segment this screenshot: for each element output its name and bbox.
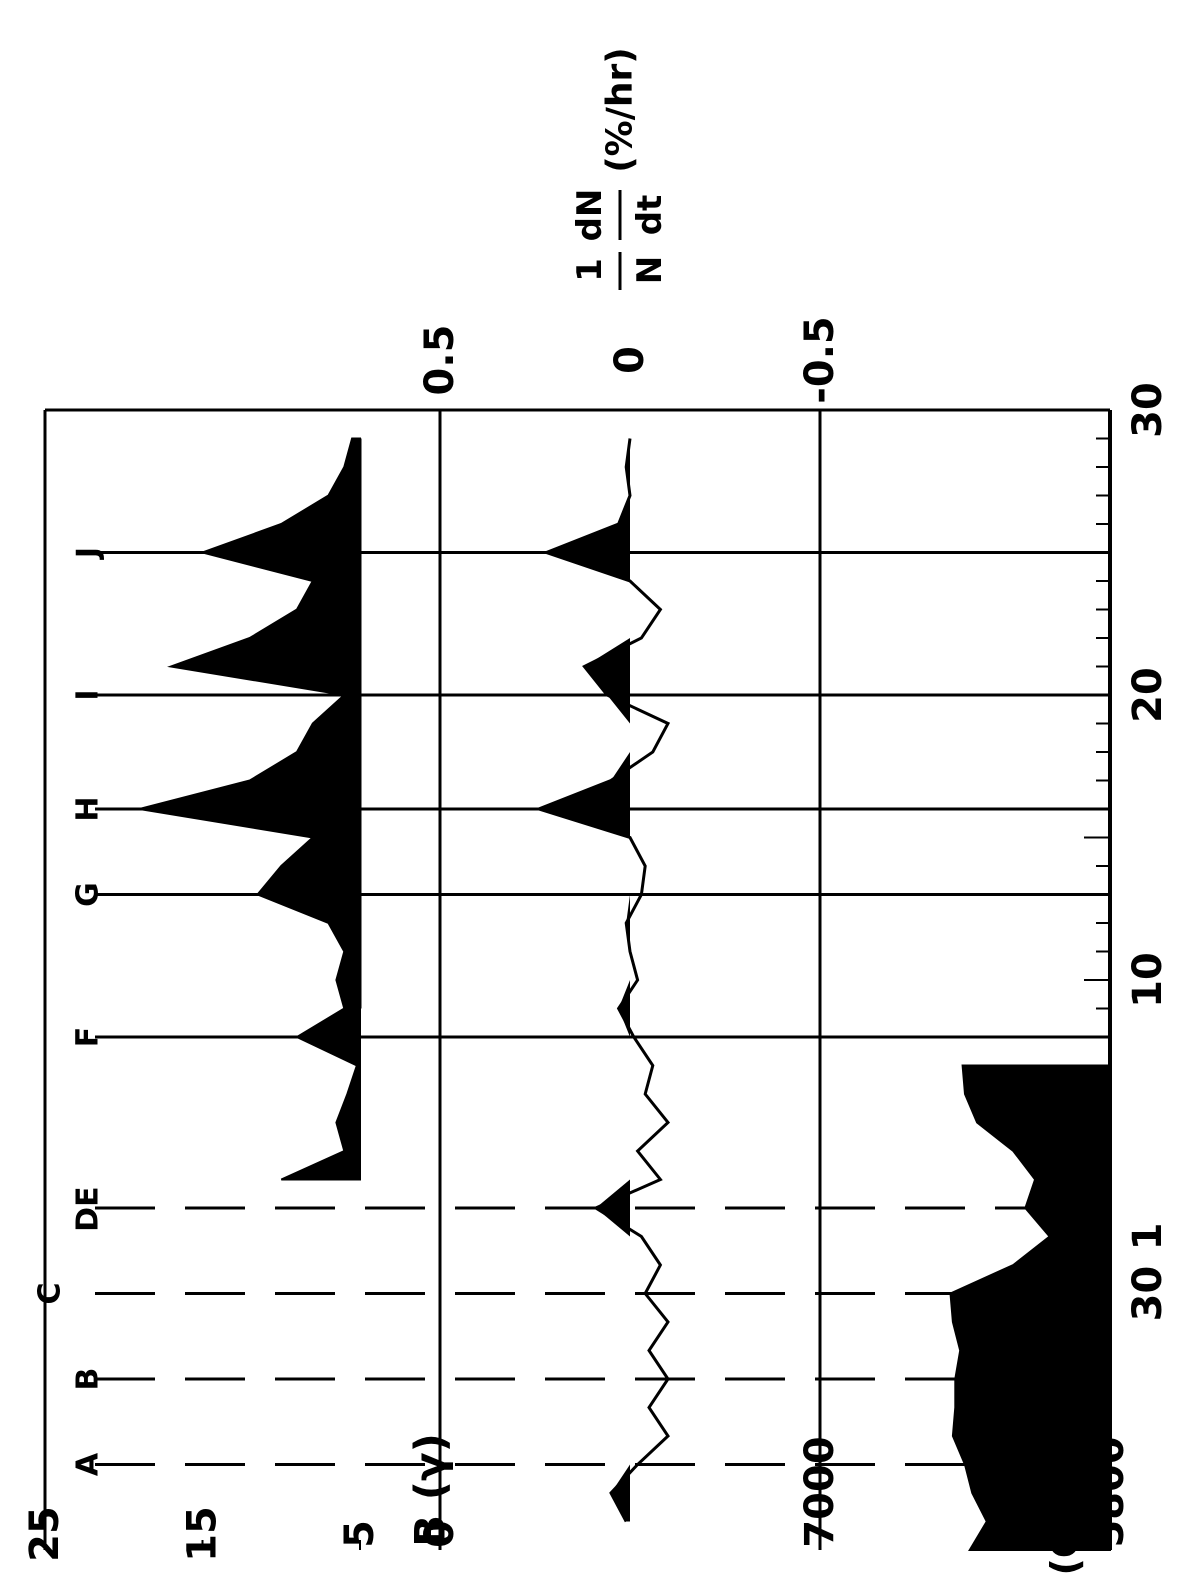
time-tick-label: 1 [1125, 1223, 1171, 1251]
event-label-C: C [33, 1282, 68, 1304]
event-label-E: E [71, 1186, 106, 1207]
event-label-H: H [71, 796, 106, 821]
dndt-label-one: 1 [570, 258, 610, 282]
dndt-label-n: N [630, 256, 670, 284]
dndt-tick-label: -0.5 [797, 316, 843, 403]
event-label-A: A [71, 1452, 106, 1476]
b-zero-label: 0 [417, 1520, 463, 1548]
event-label-D: D [71, 1207, 106, 1232]
dndt-tick-label: 0 [607, 346, 653, 374]
time-tick-label: 30 [1125, 1266, 1171, 1322]
n-tick-label: 5800 [1087, 1436, 1133, 1547]
b-tick-label: 25 [22, 1506, 68, 1562]
n-tick-label: 7000 [797, 1436, 843, 1547]
n-axis-unit: (COUNTS) [1043, 1365, 1087, 1576]
dndt-label-dt: dt [630, 195, 670, 236]
event-label-B: B [71, 1368, 106, 1391]
time-tick-label: 10 [1125, 952, 1171, 1008]
time-tick-label: 20 [1125, 667, 1171, 723]
b-axis-label: B (γ) [406, 1433, 455, 1547]
series-layer [139, 437, 1111, 1551]
dndt-label-dn: dN [570, 189, 610, 242]
dndt-label-unit: (%/hr) [600, 47, 641, 173]
event-label-G: G [71, 882, 106, 907]
n-axis-label: N [978, 1446, 1022, 1478]
event-label-F: F [71, 1027, 106, 1048]
grid-lines [438, 410, 822, 1550]
event-marker-layer: A B C DE F G H I J [33, 547, 1110, 1476]
time-tick-label: 30 [1125, 382, 1171, 438]
b-tick-label: 15 [180, 1506, 226, 1562]
event-label-J: J [71, 547, 106, 560]
dndt-series-fill [538, 438, 630, 1522]
label-layer: B (γ)1 NdN dt(%/hr)N (COUNTS) [406, 47, 1088, 1575]
event-label-I: I [71, 689, 106, 700]
dndt-tick-label: 0.5 [417, 325, 463, 396]
dndt-series-line [534, 438, 671, 1523]
